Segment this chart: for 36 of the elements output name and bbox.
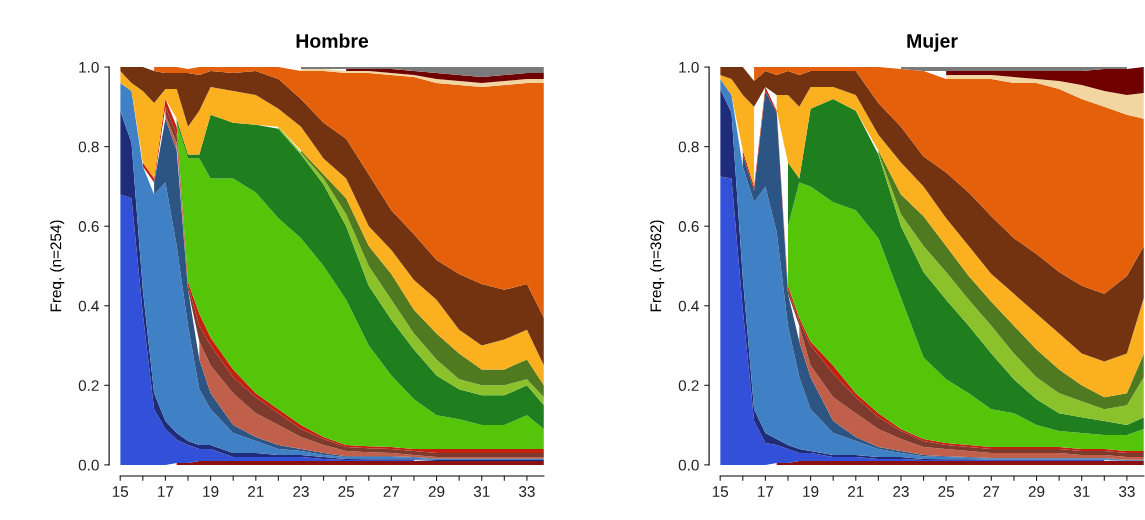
x-tick-label: 31 bbox=[473, 486, 490, 497]
x-tick-label: 23 bbox=[893, 486, 909, 497]
y-axis-title: Freq. (n=254) bbox=[50, 220, 65, 312]
x-tick-label: 27 bbox=[983, 486, 1000, 497]
x-tick-label: 27 bbox=[383, 486, 400, 497]
x-tick-label: 33 bbox=[519, 486, 535, 497]
x-tick-label: 23 bbox=[293, 486, 309, 497]
y-tick-label: 0.2 bbox=[78, 380, 99, 392]
y-tick-label: 0.4 bbox=[678, 300, 699, 312]
x-tick-label: 17 bbox=[158, 486, 174, 497]
x-tick-label: 15 bbox=[712, 486, 729, 497]
x-tick-label: 25 bbox=[338, 486, 355, 497]
chart-title: Mujer bbox=[907, 33, 958, 52]
y-tick-label: 0.0 bbox=[678, 459, 699, 471]
x-tick-label: 15 bbox=[112, 486, 129, 497]
x-tick-label: 31 bbox=[1073, 486, 1090, 497]
x-tick-label: 19 bbox=[803, 486, 819, 497]
y-tick-label: 0.6 bbox=[78, 221, 99, 232]
y-tick-label: 0.8 bbox=[78, 141, 99, 153]
y-tick-label: 0.4 bbox=[78, 300, 99, 312]
y-tick-label: 0.6 bbox=[678, 221, 699, 232]
chart-title: Hombre bbox=[296, 33, 369, 48]
x-tick-label: 33 bbox=[1119, 486, 1135, 497]
x-tick-label: 19 bbox=[203, 486, 219, 497]
x-tick-label: 29 bbox=[1028, 486, 1045, 497]
y-tick-label: 0.0 bbox=[78, 459, 99, 471]
y-tick-label: 1.0 bbox=[679, 61, 699, 73]
x-tick-label: 21 bbox=[248, 486, 264, 497]
y-tick-label: 0.8 bbox=[678, 141, 699, 153]
x-tick-label: 25 bbox=[938, 486, 955, 497]
y-axis-title: Freq. (n=362) bbox=[650, 220, 665, 312]
y-tick-label: 0.2 bbox=[678, 380, 699, 392]
y-tick-label: 1.0 bbox=[79, 61, 99, 73]
x-tick-label: 21 bbox=[848, 486, 864, 497]
x-tick-label: 17 bbox=[758, 486, 774, 497]
x-tick-label: 29 bbox=[428, 486, 445, 497]
